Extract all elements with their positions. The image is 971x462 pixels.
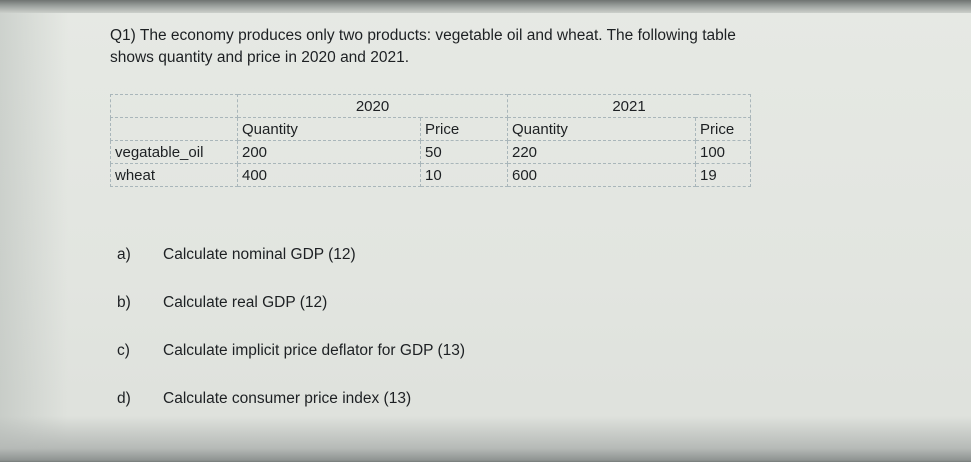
question-line-2: shows quantity and price in 2020 and 202… bbox=[110, 49, 410, 66]
table-cell: 100 bbox=[695, 140, 751, 164]
part-letter: c) bbox=[117, 342, 130, 359]
price-quantity-table: 2020 2021 Quantity Price Quantity Price … bbox=[110, 94, 751, 187]
col-header-quantity-2021: Quantity bbox=[507, 117, 696, 141]
question-line-1: Q1) The economy produces only two produc… bbox=[110, 27, 736, 44]
table-cell: 400 bbox=[237, 163, 421, 187]
row-label: vegatable_oil bbox=[110, 140, 238, 164]
col-header-quantity-2020: Quantity bbox=[237, 117, 421, 141]
table-row-wheat: wheat 400 10 600 19 bbox=[110, 163, 751, 187]
part-text: Calculate real GDP (12) bbox=[163, 294, 328, 311]
part-c: c) Calculate implicit price deflator for … bbox=[117, 342, 465, 368]
part-text: Calculate nominal GDP (12) bbox=[163, 246, 356, 263]
year-header-2020: 2020 bbox=[237, 94, 508, 118]
col-header-price-2020: Price bbox=[420, 117, 508, 141]
question-text: Q1) The economy produces only two produc… bbox=[110, 25, 950, 69]
table-cell-empty bbox=[110, 94, 238, 118]
table-cell: 220 bbox=[507, 140, 696, 164]
part-text: Calculate consumer price index (13) bbox=[163, 390, 412, 407]
table-cell: 50 bbox=[420, 140, 508, 164]
part-b: b) Calculate real GDP (12) bbox=[117, 294, 465, 320]
year-header-2021: 2021 bbox=[507, 94, 751, 118]
table-cell: 10 bbox=[420, 163, 508, 187]
photo-top-edge bbox=[0, 0, 971, 13]
part-letter: b) bbox=[117, 294, 131, 311]
part-letter: d) bbox=[117, 390, 131, 407]
table-row-vegatable-oil: vegatable_oil 200 50 220 100 bbox=[110, 140, 751, 164]
table-cell: 19 bbox=[695, 163, 751, 187]
part-a: a) Calculate nominal GDP (12) bbox=[117, 246, 465, 272]
col-header-price-2021: Price bbox=[695, 117, 751, 141]
table-cell: 200 bbox=[237, 140, 421, 164]
row-label: wheat bbox=[110, 163, 238, 187]
table-row-headers: Quantity Price Quantity Price bbox=[110, 117, 751, 141]
question-parts-list: a) Calculate nominal GDP (12) b) Calculate… bbox=[117, 246, 465, 438]
table-cell-empty bbox=[110, 117, 238, 141]
table-row-years: 2020 2021 bbox=[110, 94, 751, 118]
part-text: Calculate implicit price deflator for GD… bbox=[163, 342, 466, 359]
table-cell: 600 bbox=[507, 163, 696, 187]
photo-bottom-edge bbox=[0, 416, 971, 462]
part-letter: a) bbox=[117, 246, 131, 263]
part-d: d) Calculate consumer price index (13) bbox=[117, 390, 465, 416]
